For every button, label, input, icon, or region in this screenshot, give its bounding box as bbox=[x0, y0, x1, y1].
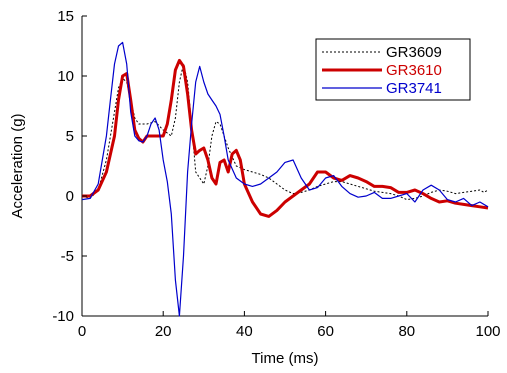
x-tick-label: 0 bbox=[78, 323, 86, 340]
ticks-layer: 0 20 40 60 80 100 15 10 5 0 -5 -10 bbox=[52, 8, 500, 340]
x-tick-label: 60 bbox=[317, 323, 334, 340]
y-tick-label: 0 bbox=[66, 188, 74, 205]
plot-area bbox=[81, 16, 488, 317]
legend-label-gr3609: GR3609 bbox=[386, 44, 442, 61]
legend-label-gr3610: GR3610 bbox=[386, 62, 442, 79]
x-axis-label: Time (ms) bbox=[252, 350, 319, 367]
x-tick-label: 20 bbox=[155, 323, 172, 340]
x-tick-label: 80 bbox=[398, 323, 415, 340]
x-tick-label: 40 bbox=[236, 323, 253, 340]
series-line-gr3610 bbox=[82, 58, 489, 218]
y-axis-label: Acceleration (g) bbox=[9, 113, 26, 218]
y-tick-label: 15 bbox=[57, 8, 74, 25]
series-line-gr3741 bbox=[81, 41, 489, 317]
y-tick-label: 5 bbox=[66, 128, 74, 145]
y-tick-label: -10 bbox=[52, 308, 74, 325]
y-tick-label: 10 bbox=[57, 68, 74, 85]
y-tick-label: -5 bbox=[61, 248, 74, 265]
series-line-gr3609 bbox=[81, 63, 489, 201]
legend-label-gr3741: GR3741 bbox=[386, 80, 442, 97]
x-tick-label: 100 bbox=[475, 323, 500, 340]
series-layer bbox=[81, 41, 489, 317]
